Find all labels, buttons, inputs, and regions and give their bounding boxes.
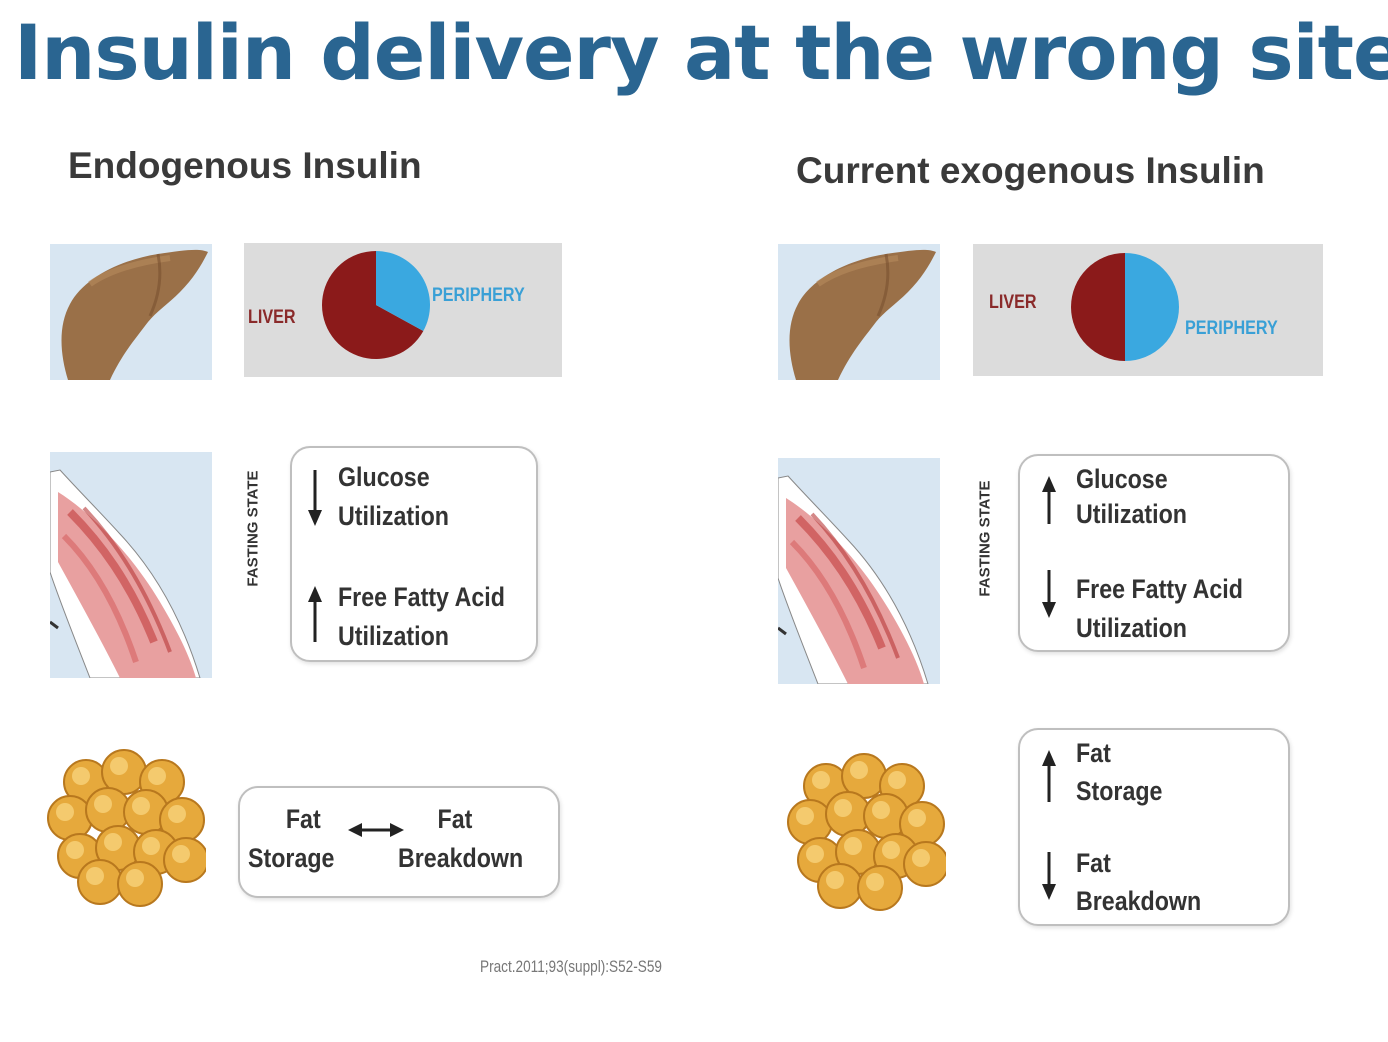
fat-cell-highlight — [110, 757, 128, 775]
fat-cell-highlight — [126, 869, 144, 887]
fat-cell-highlight — [806, 845, 824, 863]
fat-cell-highlight — [86, 867, 104, 885]
effect-fat-storage: Fat Storage — [248, 804, 335, 873]
slide-title: Insulin delivery at the wrong site — [14, 8, 1388, 97]
exogenous-distribution-pie — [1071, 253, 1179, 361]
endogenous-pie-panel: LIVER PERIPHERY — [244, 243, 562, 377]
effect-free-fatty-acid-utilization: Free Fatty Acid Utilization — [1076, 574, 1243, 643]
fat-cell-highlight — [72, 767, 90, 785]
fat-cell-highlight — [826, 871, 844, 889]
fat-cells-image — [786, 752, 946, 912]
fat-cell-highlight — [812, 771, 830, 789]
arrow-both-icon — [348, 823, 404, 837]
pie-label-liver: LIVER — [989, 292, 1037, 313]
arrow-up-icon — [308, 586, 322, 642]
effect-glucose-utilization: Glucose Utilization — [338, 462, 449, 531]
effect-fat-storage: Fat Storage — [1076, 738, 1163, 806]
fasting-state-label: FASTING STATE — [244, 470, 262, 587]
arrow-down-icon — [1042, 852, 1056, 900]
fat-cell-highlight — [912, 849, 930, 867]
pie-slice-liver — [322, 251, 424, 359]
muscle-image — [50, 452, 212, 678]
exogenous-fat-effects: Fat Storage Fat Breakdown — [1018, 728, 1290, 926]
muscle-image — [778, 458, 940, 684]
endogenous-muscle-effects: Glucose Utilization Free Fatty Acid Util… — [290, 446, 538, 662]
pie-slice-liver — [1071, 253, 1125, 361]
fat-cell-highlight — [882, 841, 900, 859]
fat-cell-highlight — [834, 799, 852, 817]
endogenous-heading: Endogenous Insulin — [68, 145, 422, 186]
liver-image — [778, 244, 940, 380]
fat-cell-highlight — [104, 833, 122, 851]
fat-cell-highlight — [866, 873, 884, 891]
arrow-down-icon — [308, 470, 322, 526]
arrow-up-icon — [1042, 750, 1056, 802]
pie-slice-periphery — [1125, 253, 1179, 361]
effect-free-fatty-acid-utilization: Free Fatty Acid Utilization — [338, 582, 505, 651]
fat-cell-highlight — [872, 801, 890, 819]
arrow-up-icon — [1042, 476, 1056, 524]
fat-cells-image — [46, 748, 206, 908]
exogenous-heading: Current exogenous Insulin — [796, 150, 1265, 191]
fat-cell-highlight — [888, 771, 906, 789]
effect-fat-breakdown: Fat Breakdown — [398, 804, 524, 873]
fat-cell-highlight — [844, 837, 862, 855]
pie-label-periphery: PERIPHERY — [1185, 318, 1278, 339]
fat-cell-highlight — [850, 761, 868, 779]
pie-label-liver: LIVER — [248, 307, 296, 328]
endogenous-distribution-pie — [322, 251, 430, 359]
fat-cell-highlight — [142, 837, 160, 855]
fasting-state-label: FASTING STATE — [976, 480, 994, 597]
pie-label-periphery: PERIPHERY — [432, 285, 525, 306]
fat-cell-highlight — [66, 841, 84, 859]
fat-cell-highlight — [796, 807, 814, 825]
pie-slice-periphery — [376, 251, 430, 332]
fat-cell-highlight — [908, 809, 926, 827]
fat-cell-highlight — [94, 795, 112, 813]
effect-glucose-utilization: Glucose Utilization — [1076, 464, 1187, 529]
fat-cell-highlight — [132, 797, 150, 815]
exogenous-pie-panel: LIVER PERIPHERY — [973, 244, 1323, 376]
effect-fat-breakdown: Fat Breakdown — [1076, 848, 1202, 916]
exogenous-muscle-effects: Glucose Utilization Free Fatty Acid Util… — [1018, 454, 1290, 652]
citation: Pract.2011;93(suppl):S52-S59 — [480, 957, 662, 976]
endogenous-fat-effects: Fat Storage Fat Breakdown — [238, 786, 560, 898]
fat-cell-highlight — [148, 767, 166, 785]
liver-image — [50, 244, 212, 380]
fat-cell-highlight — [172, 845, 190, 863]
fat-cell-highlight — [168, 805, 186, 823]
arrow-down-icon — [1042, 570, 1056, 618]
fat-cell-highlight — [56, 803, 74, 821]
